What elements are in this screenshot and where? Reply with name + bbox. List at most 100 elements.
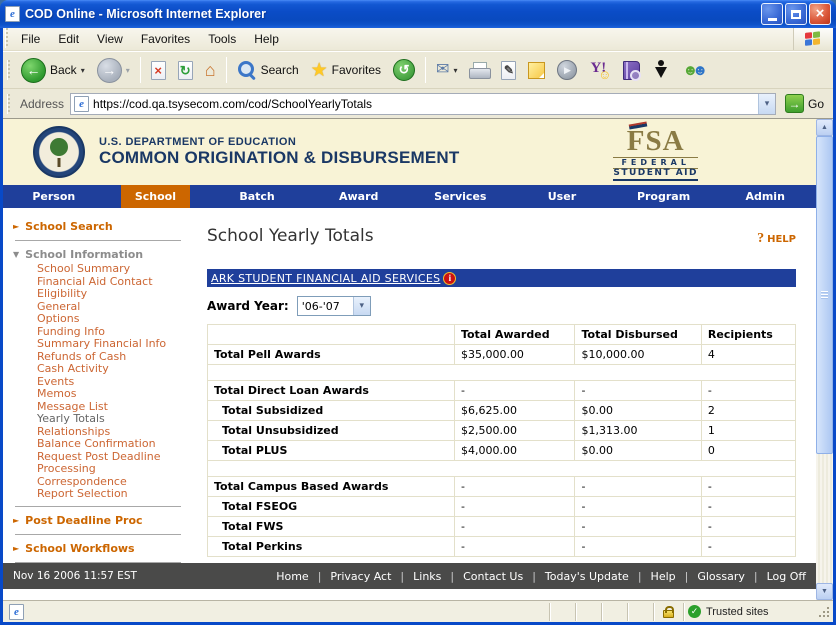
spacer-cell: [207, 460, 796, 477]
sidebar-item-general[interactable]: General: [37, 299, 81, 313]
sidebar-section-post-deadline-proc[interactable]: ► Post Deadline Proc: [13, 512, 199, 529]
page-title: School Yearly Totals: [207, 226, 374, 246]
nav-tab-services[interactable]: Services: [410, 185, 512, 208]
sidebar-divider: [15, 505, 181, 507]
footer-link-links[interactable]: Links: [413, 569, 442, 583]
refresh-icon: ↻: [177, 60, 193, 80]
school-link[interactable]: ARK STUDENT FINANCIAL AID SERVICES: [211, 271, 441, 285]
go-button[interactable]: → Go: [782, 94, 827, 113]
footer-link-privacy-act[interactable]: Privacy Act: [330, 569, 392, 583]
media-button[interactable]: ▶: [552, 54, 582, 86]
mail-dropdown-icon[interactable]: ▾: [453, 65, 458, 75]
menu-tools[interactable]: Tools: [208, 32, 237, 46]
forward-button[interactable]: → ▾: [92, 54, 135, 86]
toolbar-grip[interactable]: [7, 60, 10, 80]
footer-link-help[interactable]: Help: [650, 569, 676, 583]
toolbar-separator: [425, 57, 427, 83]
back-dropdown-icon[interactable]: ▾: [80, 65, 85, 75]
cell-disbursed: -: [574, 380, 702, 401]
banner: U.S. DEPARTMENT OF EDUCATION COMMON ORIG…: [3, 119, 816, 185]
award-year-value: '06-'07: [301, 299, 340, 313]
nav-tab-user[interactable]: User: [511, 185, 613, 208]
sidebar-item-message-list[interactable]: Message List: [37, 399, 108, 413]
sidebar-item-correspondence[interactable]: Correspondence: [37, 474, 127, 488]
home-button[interactable]: ⌂: [200, 54, 221, 86]
ie-e-glyph: e: [79, 97, 84, 110]
spacer-cell: [207, 364, 796, 381]
sidebar-item-relationships[interactable]: Relationships: [37, 424, 111, 438]
scroll-down-button[interactable]: ▼: [816, 583, 833, 600]
sidebar-item-summary-financial-info[interactable]: Summary Financial Info: [37, 337, 167, 350]
close-button[interactable]: ×: [809, 3, 831, 25]
footer-link-glossary[interactable]: Glossary: [697, 569, 745, 583]
row-label: Total PLUS: [207, 440, 455, 461]
back-label: Back: [50, 63, 77, 77]
menu-edit[interactable]: Edit: [58, 32, 80, 46]
stop-button[interactable]: ×: [146, 54, 171, 86]
refresh-button[interactable]: ↻: [173, 54, 198, 86]
footer-link-contact-us[interactable]: Contact Us: [463, 569, 524, 583]
nav-tab-admin[interactable]: Admin: [714, 185, 816, 208]
history-button[interactable]: ↺: [388, 54, 420, 86]
sidebar-item-eligibility[interactable]: Eligibility: [37, 287, 88, 300]
back-button[interactable]: ← Back ▾: [16, 54, 90, 86]
print-button[interactable]: [464, 54, 494, 86]
scroll-up-button[interactable]: ▲: [816, 119, 833, 136]
maximize-button[interactable]: [785, 3, 807, 25]
sidebar-item-report-selection[interactable]: Report Selection: [37, 487, 128, 500]
sidebar-item-refunds-of-cash[interactable]: Refunds of Cash: [37, 349, 127, 363]
status-pane: [627, 602, 653, 621]
award-year-select[interactable]: '06-'07 ▾: [296, 296, 371, 316]
cell-disbursed: -: [574, 536, 702, 557]
windows-flag-icon: [805, 30, 822, 48]
sidebar-item-cash-activity[interactable]: Cash Activity: [37, 362, 109, 375]
menu-file[interactable]: File: [21, 32, 41, 46]
column-header-total-disbursed: Total Disbursed: [574, 324, 702, 345]
messenger-note-button[interactable]: [523, 54, 550, 86]
sidebar-item-school-summary[interactable]: School Summary: [37, 262, 131, 275]
sidebar-section-school-information[interactable]: ▼ School Information: [13, 246, 199, 263]
nav-tab-award[interactable]: Award: [308, 185, 410, 208]
nav-tab-batch[interactable]: Batch: [206, 185, 308, 208]
address-input[interactable]: e https://cod.qa.tsysecom.com/cod/School…: [70, 92, 776, 115]
resize-grip[interactable]: [817, 605, 831, 619]
sidebar-item-events[interactable]: Events: [37, 374, 75, 388]
sidebar-item-memos[interactable]: Memos: [37, 387, 77, 400]
search-button[interactable]: Search: [232, 54, 304, 86]
footer-link-log-off[interactable]: Log Off: [766, 569, 806, 583]
address-dropdown-button[interactable]: ▾: [757, 93, 775, 114]
aim-button[interactable]: [647, 54, 675, 86]
minimize-button[interactable]: [761, 3, 783, 25]
mail-button[interactable]: ✉ ▾: [431, 54, 462, 86]
sidebar-item-funding-info[interactable]: Funding Info: [37, 324, 105, 338]
edit-button[interactable]: ✎: [496, 54, 521, 86]
favorites-button[interactable]: ★ Favorites: [306, 54, 386, 86]
nav-tab-school[interactable]: School: [105, 185, 207, 208]
nav-tab-person[interactable]: Person: [3, 185, 105, 208]
menu-favorites[interactable]: Favorites: [140, 32, 191, 46]
menu-view[interactable]: View: [97, 32, 123, 46]
sidebar-item-request-post-deadline-processing[interactable]: Request Post Deadline Processing: [37, 449, 161, 475]
footer-link-home[interactable]: Home: [276, 569, 309, 583]
menubar-grip[interactable]: [5, 28, 8, 48]
select-dropdown-icon[interactable]: ▾: [352, 297, 370, 315]
sidebar-section-school-workflows[interactable]: ► School Workflows: [13, 540, 199, 557]
info-icon[interactable]: i: [443, 271, 457, 285]
msn-messenger-button[interactable]: ☻ ☻: [677, 54, 713, 86]
scrollbar-thumb[interactable]: [816, 136, 833, 454]
table-spacer-row: [207, 364, 796, 381]
sidebar-item-financial-aid-contact[interactable]: Financial Aid Contact: [37, 274, 153, 288]
vertical-scrollbar[interactable]: ▲ ▼: [816, 119, 833, 600]
sidebar-item-options[interactable]: Options: [37, 312, 80, 325]
research-button[interactable]: [618, 54, 645, 86]
scrollbar-track[interactable]: [816, 454, 833, 583]
nav-tab-program[interactable]: Program: [613, 185, 715, 208]
footer-link-todays-update[interactable]: Today's Update: [544, 569, 629, 583]
sidebar-item-balance-confirmation[interactable]: Balance Confirmation: [37, 437, 156, 450]
addressbar-grip[interactable]: [7, 93, 10, 114]
yahoo-messenger-button[interactable]: Y! ☺: [584, 54, 616, 86]
footer-timestamp: Nov 16 2006 11:57 EST: [13, 570, 137, 582]
sidebar-section-school-search[interactable]: ► School Search: [13, 218, 199, 235]
help-link[interactable]: ? HELP: [757, 231, 796, 247]
menu-help[interactable]: Help: [254, 32, 279, 46]
